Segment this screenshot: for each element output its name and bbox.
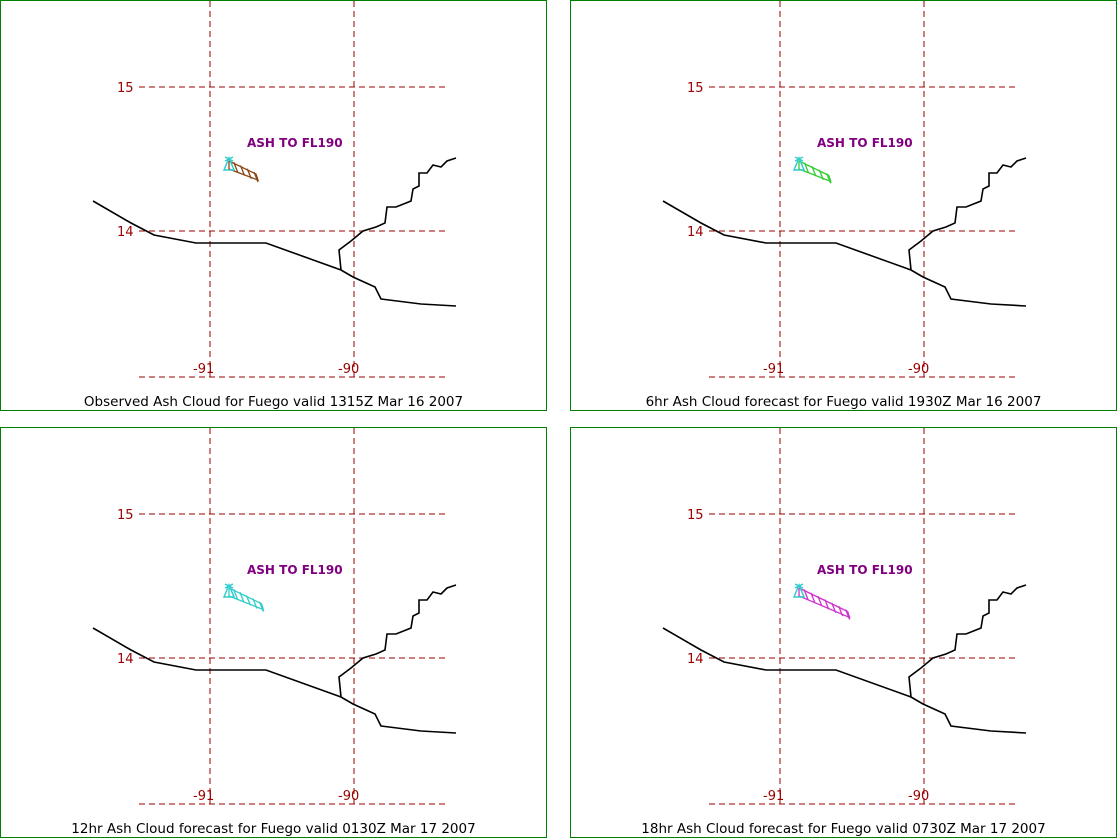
vent-triangle	[222, 583, 236, 598]
ash-cloud-polygon	[798, 160, 832, 184]
border-line	[908, 584, 1027, 698]
ash-height-label: ASH TO FL190	[247, 136, 343, 150]
ash-cloud-hatch	[253, 171, 259, 183]
map-panel-12hr-forecast: 15 14 -91 -90 ASH TO FL190 12hr Ash Cloud fo…	[0, 427, 547, 838]
ash-cloud-hatch	[810, 592, 816, 603]
ash-cloud-hatch	[803, 162, 810, 173]
lat-lon-grid	[139, 1, 449, 378]
ash-cloud-hatch	[246, 168, 252, 180]
ash-cloud-hatch	[817, 595, 823, 607]
ash-cloud-hatch	[233, 162, 239, 173]
coastline-pacific	[92, 200, 457, 307]
volcano-vent-icon	[792, 156, 806, 171]
lat-label: 15	[117, 81, 134, 96]
lat-label: 14	[687, 652, 704, 667]
ash-height-label: ASH TO FL190	[817, 136, 913, 150]
vent-cross	[794, 583, 804, 589]
coastline-pacific	[92, 627, 457, 734]
ash-cloud-hatch	[838, 605, 844, 617]
ash-cloud-hatch	[232, 588, 239, 600]
lat-label: 14	[117, 652, 134, 667]
ash-cloud-hatch	[824, 599, 830, 610]
ash-cloud-outline	[228, 587, 265, 611]
ash-cloud-hatch	[803, 589, 809, 600]
map-panel-6hr-forecast: 15 14 -91 -90 ASH TO FL190 6hr Ash Cloud for…	[570, 0, 1117, 411]
ash-cloud-hatch	[845, 609, 851, 620]
ash-cloud-polygon	[228, 160, 260, 183]
vent-triangle	[222, 156, 236, 171]
volcano-vent-icon	[792, 583, 806, 598]
map-canvas: 15 14 -91 -90 ASH TO FL190	[92, 1, 457, 378]
lon-label: -91	[763, 789, 784, 804]
ash-cloud-hatch	[811, 165, 817, 177]
panel-caption: 6hr Ash Cloud forecast for Fuego valid 1…	[645, 394, 1042, 410]
lon-label: -91	[763, 362, 784, 377]
vent-cross	[224, 583, 234, 589]
lon-label: -90	[338, 362, 359, 377]
map-panel-18hr-forecast: 15 14 -91 -90 ASH TO FL190 18hr Ash Cloud fo…	[570, 427, 1117, 838]
map-canvas: 15 14 -91 -90 ASH TO FL190	[662, 1, 1027, 378]
lon-label: -91	[193, 789, 214, 804]
ash-cloud-polygon	[228, 587, 265, 612]
ash-cloud-hatch	[258, 601, 265, 612]
vent-triangle	[792, 156, 806, 171]
volcano-vent-icon	[222, 583, 236, 598]
border-line	[908, 157, 1027, 271]
map-canvas: 15 14 -91 -90 ASH TO FL190	[662, 428, 1027, 805]
ash-cloud-hatch	[239, 165, 246, 176]
ash-cloud-hatch	[252, 598, 258, 609]
lat-label: 15	[687, 508, 704, 523]
ash-height-label: ASH TO FL190	[817, 563, 913, 577]
coastline-pacific	[662, 200, 1027, 307]
panel-caption: Observed Ash Cloud for Fuego valid 1315Z…	[83, 394, 464, 410]
ash-cloud-hatch	[826, 173, 832, 184]
lat-label: 14	[117, 225, 134, 240]
vent-cross	[224, 156, 234, 162]
coastline-pacific	[662, 627, 1027, 734]
ash-cloud-outline	[798, 160, 832, 183]
ash-cloud-hatch	[245, 595, 252, 606]
panel-caption: 18hr Ash Cloud forecast for Fuego valid …	[641, 821, 1046, 837]
lat-label: 15	[117, 508, 134, 523]
ash-cloud-polygon	[798, 587, 851, 620]
vent-triangle	[792, 583, 806, 598]
lat-lon-grid	[709, 428, 1019, 805]
vent-cross	[794, 156, 804, 162]
volcano-vent-icon	[222, 156, 236, 171]
map-panel-observed: 15 14 -91 -90 ASH TO FL190 Observed Ash Clou…	[0, 0, 547, 411]
ash-cloud-hatch	[239, 592, 245, 603]
lat-label: 15	[687, 81, 704, 96]
border-line	[338, 157, 457, 271]
lat-lon-grid	[139, 428, 449, 805]
panel-caption: 12hr Ash Cloud forecast for Fuego valid …	[71, 821, 476, 837]
lon-label: -90	[908, 789, 929, 804]
map-canvas: 15 14 -91 -90 ASH TO FL190	[92, 428, 457, 805]
lat-lon-grid	[709, 1, 1019, 378]
ash-height-label: ASH TO FL190	[247, 563, 343, 577]
ash-cloud-hatch	[831, 602, 837, 614]
lat-label: 14	[687, 225, 704, 240]
ash-cloud-hatch	[818, 169, 824, 181]
border-line	[338, 584, 457, 698]
lon-label: -90	[338, 789, 359, 804]
lon-label: -90	[908, 362, 929, 377]
lon-label: -91	[193, 362, 214, 377]
